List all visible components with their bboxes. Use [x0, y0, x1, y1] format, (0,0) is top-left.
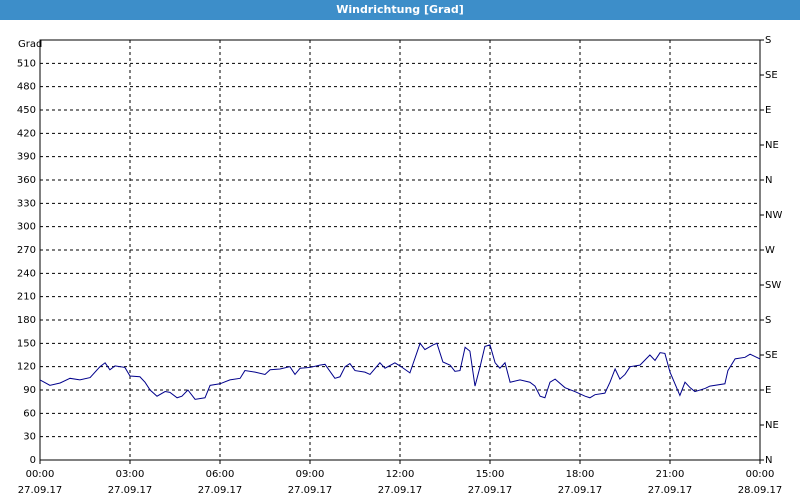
x-tick-date: 27.09.17: [648, 485, 693, 496]
x-tick-label: 15:00: [476, 469, 505, 480]
y2-tick-label: NE: [765, 140, 779, 151]
x-tick-date: 28.09.17: [738, 485, 783, 496]
y-tick-label: 300: [17, 222, 36, 233]
x-tick-date: 27.09.17: [558, 485, 603, 496]
y2-tick-label: E: [765, 385, 771, 396]
x-tick-label: 12:00: [386, 469, 415, 480]
x-tick-date: 27.09.17: [18, 485, 63, 496]
y-tick-label: 480: [17, 82, 36, 93]
y-tick-label: 120: [17, 362, 36, 373]
x-tick-label: 00:00: [26, 469, 55, 480]
y-tick-label: 510: [17, 58, 36, 69]
y-tick-label: 180: [17, 315, 36, 326]
y2-tick-label: SW: [765, 280, 781, 291]
y-tick-label: 0: [30, 455, 36, 466]
x-tick-label: 00:00: [746, 469, 775, 480]
y-tick-label: 240: [17, 268, 36, 279]
x-tick-date: 27.09.17: [198, 485, 243, 496]
x-tick-label: 21:00: [656, 469, 685, 480]
x-tick-label: 18:00: [566, 469, 595, 480]
y2-tick-label: N: [765, 455, 772, 466]
data-line: [39, 342, 761, 400]
x-tick-date: 27.09.17: [108, 485, 153, 496]
plot-frame: [39, 39, 761, 461]
y-tick-label: 30: [23, 432, 36, 443]
y2-tick-label: E: [765, 105, 771, 116]
y2-tick-label: S: [765, 315, 771, 326]
y2-tick-label: W: [765, 245, 775, 256]
y-tick-label: 360: [17, 175, 36, 186]
y2-tick-label: SE: [765, 350, 778, 361]
y2-tick-label: S: [765, 35, 771, 46]
y-tick-label: 150: [17, 338, 36, 349]
x-tick-date: 27.09.17: [468, 485, 513, 496]
y2-tick-label: SE: [765, 70, 778, 81]
x-tick-date: 27.09.17: [288, 485, 333, 496]
y-tick-label: 210: [17, 292, 36, 303]
y-tick-label: 270: [17, 245, 36, 256]
y-tick-label: 450: [17, 105, 36, 116]
y2-tick-label: NW: [765, 210, 782, 221]
y-tick-label: 390: [17, 152, 36, 163]
y-tick-label: 60: [23, 408, 36, 419]
y2-tick-label: NE: [765, 420, 779, 431]
y2-tick-label: N: [765, 175, 772, 186]
y-tick-label: 90: [23, 385, 36, 396]
y-tick-label: 420: [17, 128, 36, 139]
y-axis-label: Grad: [18, 39, 42, 50]
x-tick-label: 06:00: [206, 469, 235, 480]
x-tick-label: 03:00: [116, 469, 145, 480]
x-tick-date: 27.09.17: [378, 485, 423, 496]
y-tick-label: 330: [17, 198, 36, 209]
window-title: Windrichtung [Grad]: [0, 0, 800, 20]
chart: Grad 0 30 60 90 120 150 180 210 240 270 300 330 360 3…: [17, 35, 783, 496]
x-tick-label: 09:00: [296, 469, 325, 480]
